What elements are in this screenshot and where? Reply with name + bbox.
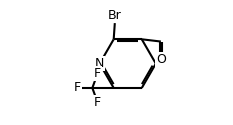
Text: F: F	[73, 82, 81, 94]
Text: Br: Br	[108, 9, 122, 22]
Text: N: N	[95, 57, 104, 70]
Text: F: F	[94, 67, 101, 80]
Text: F: F	[94, 96, 101, 109]
Text: O: O	[156, 53, 166, 66]
